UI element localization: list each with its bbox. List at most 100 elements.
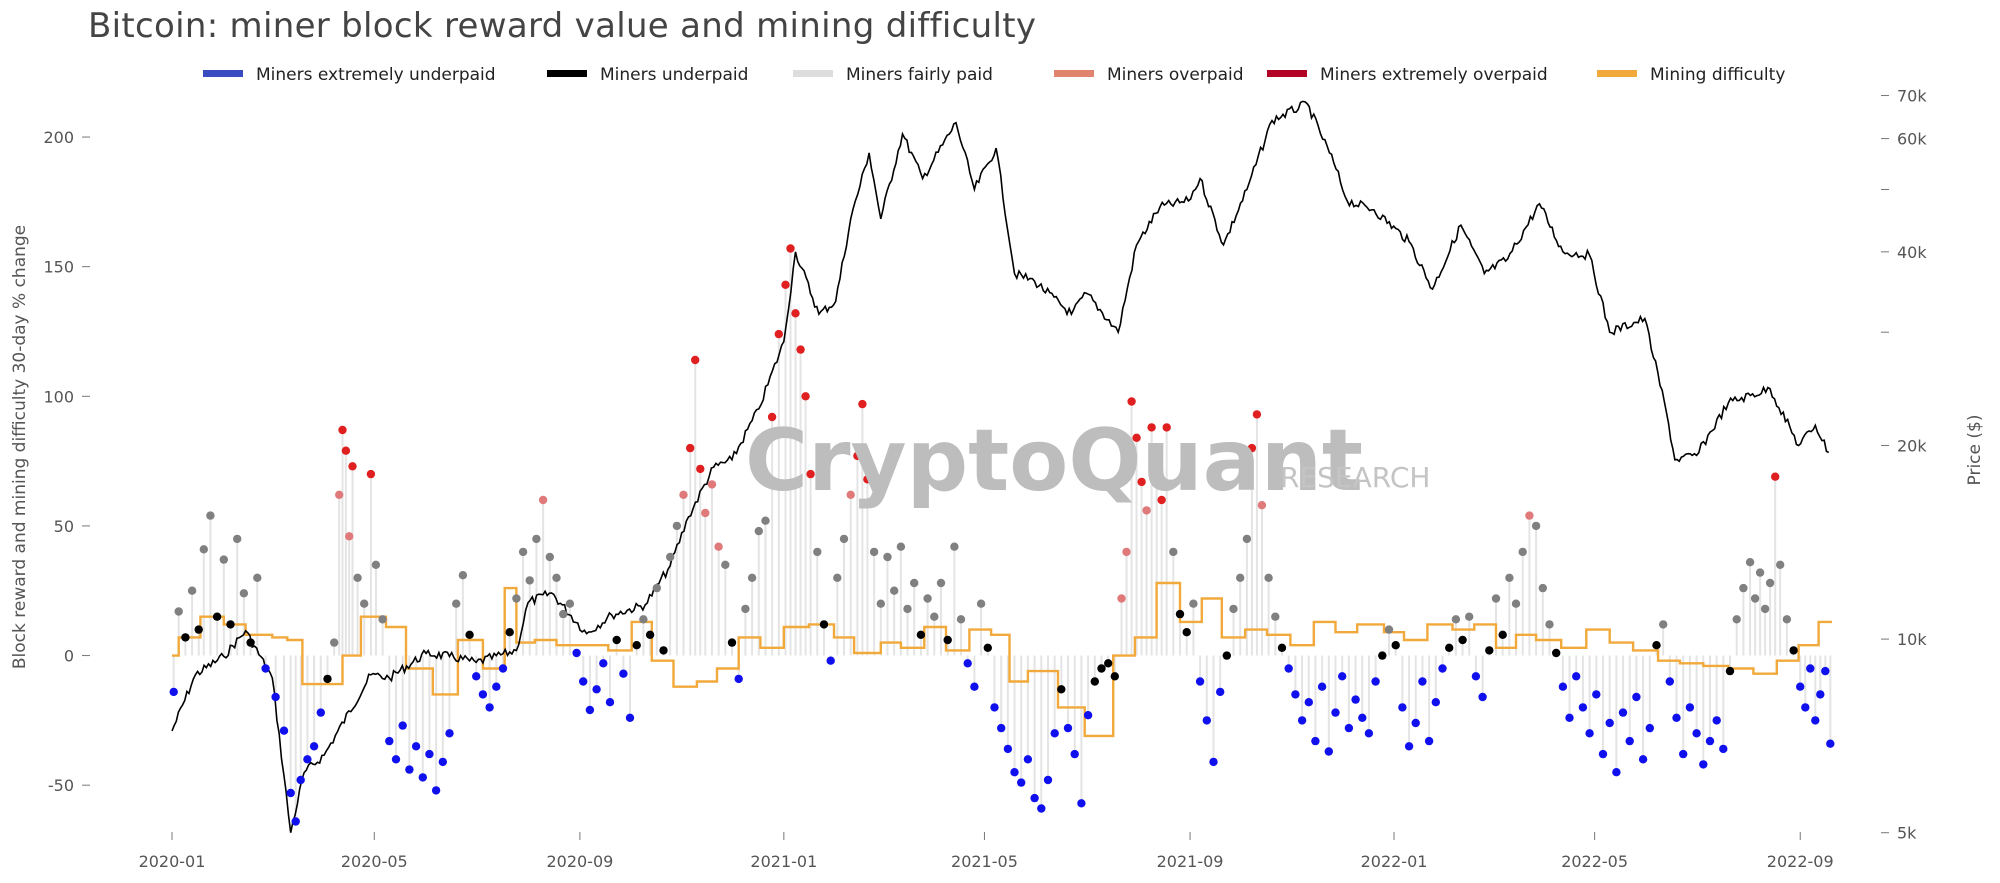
reward-point [1077,799,1086,808]
reward-point [525,576,534,585]
x-tick-label: 2022-05 [1561,852,1628,871]
reward-point [1391,641,1400,650]
reward-point [1398,703,1407,712]
reward-point [559,609,568,619]
reward-point [813,547,822,557]
reward-point [883,552,892,562]
reward-point [1789,646,1798,655]
reward-point [187,586,197,595]
reward-point [405,765,414,774]
reward-point [425,749,434,759]
reward-point [781,280,790,289]
reward-point [1645,723,1655,733]
reward-point [472,672,481,681]
x-tick-label: 2020-09 [546,852,613,871]
legend: Miners extremely underpaid Miners underpa… [203,65,1785,85]
reward-point [565,599,575,608]
reward-point [1732,615,1741,624]
reward-point [691,355,700,365]
reward-point [512,594,521,603]
reward-point [366,469,376,479]
reward-point [296,775,305,785]
axes: -50 0 50 100 150 200 5k 10k 20k 40k 60k 70k 2020-01 2… [43,87,1927,871]
reward-point [335,490,344,499]
reward-point [1652,641,1661,650]
reward-point [876,599,885,608]
reward-point [1182,628,1191,637]
reward-point [291,817,300,826]
reward-point [194,625,203,634]
reward-point [212,612,222,621]
reward-point [679,490,688,499]
reward-point [1324,747,1334,756]
reward-point [1565,713,1574,722]
reward-point [1010,768,1019,777]
legend-label: Miners fairly paid [846,65,993,85]
reward-point [833,573,842,582]
x-tick-label: 2020-01 [139,852,206,871]
x-tick-label: 2022-09 [1767,852,1834,871]
reward-point [1826,739,1835,748]
reward-point [1364,729,1374,738]
legend-swatch [1597,70,1637,77]
reward-point [1471,672,1481,681]
legend-swatch [1054,70,1094,77]
reward-point [1699,760,1708,769]
reward-point [492,682,501,691]
reward-point [309,742,319,751]
y-right-tick-label: 10k [1897,630,1927,649]
reward-point [1692,729,1701,738]
reward-point [226,620,235,629]
reward-point [696,464,705,474]
reward-point [303,755,312,764]
reward-point [1358,713,1367,722]
reward-point [271,692,280,702]
reward-point [1122,547,1131,557]
reward-point [1242,534,1252,544]
reward-point [652,583,661,593]
reward-point [545,552,554,562]
reward-point [936,578,946,588]
reward-point [1745,558,1755,567]
reward-point [246,638,255,647]
reward-point [378,615,387,624]
reward-point [1277,643,1287,652]
reward-point [1598,749,1608,759]
reward-point [1003,744,1013,754]
reward-point [853,451,862,461]
legend-label: Miners underpaid [600,65,748,85]
reward-point [1531,521,1541,531]
reward-point [341,446,351,455]
reward-point [353,573,362,582]
reward-point [863,475,872,484]
reward-point [1578,703,1588,712]
reward-point [930,612,939,621]
x-tick-label: 2021-05 [951,852,1018,871]
reward-point [1378,651,1387,660]
reward-point [801,392,810,401]
price-series [171,100,1830,833]
reward-point [983,643,992,652]
reward-point [398,721,407,730]
reward-point [741,604,750,614]
reward-point [1338,672,1347,681]
reward-point [1304,698,1314,707]
reward-point [1552,648,1561,658]
reward-point [1209,757,1218,767]
reward-point [1229,604,1238,614]
reward-point [786,244,795,253]
reward-point [612,635,621,645]
reward-point [1625,736,1634,746]
reward-point [1558,682,1568,691]
reward-point [1351,695,1360,704]
reward-point [1070,749,1079,759]
legend-swatch [793,70,833,77]
reward-point [605,698,615,707]
reward-point [1451,615,1461,624]
reward-point [1465,612,1474,621]
reward-point [1438,664,1447,673]
reward-point [391,755,401,764]
y-left-tick-label: 150 [43,258,74,277]
reward-point [233,534,242,544]
reward-point [478,690,488,699]
